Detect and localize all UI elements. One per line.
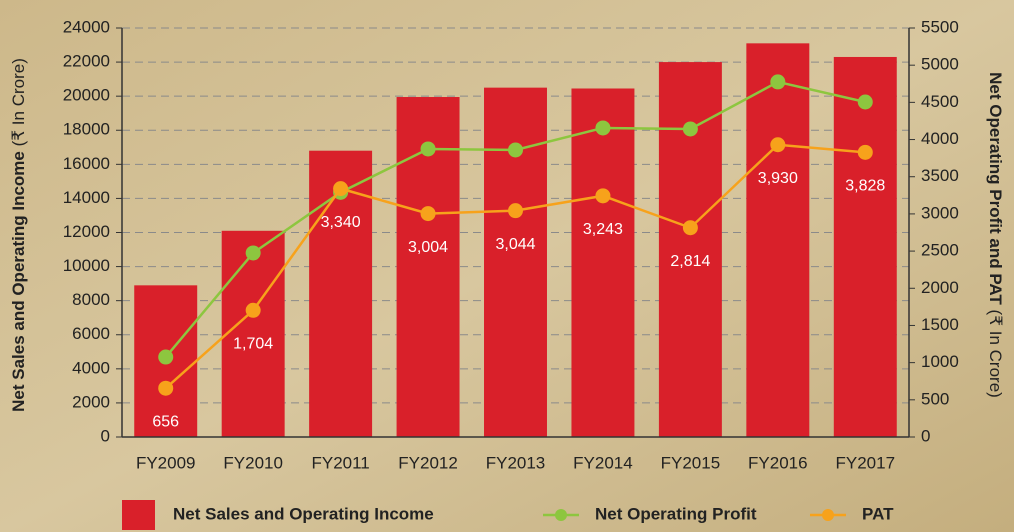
data-label: 3,243 [583, 221, 623, 238]
y2-axis-unit: (₹ In Crore) [986, 310, 1005, 398]
legend-marker [822, 509, 834, 521]
y-axis-unit: (₹ In Crore) [9, 58, 28, 146]
legend-swatch [122, 500, 155, 530]
bar [746, 43, 810, 438]
point [245, 302, 261, 318]
y2-axis-title: Net Operating Profit and PAT (₹ In Crore… [986, 72, 1005, 398]
y2-tick-label: 5500 [921, 17, 959, 36]
data-label: 656 [152, 413, 179, 430]
y2-tick-label: 2500 [921, 241, 959, 260]
y-tick-label: 24000 [63, 17, 110, 36]
y-tick-label: 12000 [63, 222, 110, 241]
point [857, 94, 873, 110]
y2-tick-label: 0 [921, 426, 930, 445]
bar [833, 56, 897, 438]
x-tick-label: FY2017 [836, 453, 896, 472]
y-tick-label: 18000 [63, 120, 110, 139]
legend-label: Net Operating Profit [595, 504, 757, 523]
y-tick-label: 10000 [63, 256, 110, 275]
point [420, 141, 436, 157]
y2-tick-label: 3000 [921, 203, 959, 222]
y-tick-label: 2000 [72, 392, 110, 411]
point [158, 380, 174, 396]
x-tick-label: FY2010 [223, 453, 283, 472]
x-tick-label: FY2016 [748, 453, 808, 472]
x-tick-label: FY2014 [573, 453, 633, 472]
y-tick-label: 0 [101, 426, 110, 445]
point [508, 142, 523, 158]
x-tick-label: FY2011 [311, 453, 369, 472]
legend-marker [555, 509, 567, 521]
data-label: 3,930 [758, 170, 798, 187]
data-label: 3,340 [321, 214, 361, 231]
y2-tick-label: 4000 [921, 129, 959, 148]
data-label: 3,044 [495, 236, 535, 253]
y2-axis-label: Net Operating Profit and PAT [986, 72, 1005, 305]
x-tick-label: FY2012 [398, 453, 458, 472]
y-axis-label: Net Sales and Operating Income [9, 151, 28, 412]
y2-tick-label: 4500 [921, 92, 959, 111]
point [682, 121, 698, 137]
point [770, 74, 786, 90]
point [770, 137, 786, 153]
point [595, 120, 611, 136]
y-tick-label: 4000 [72, 358, 110, 377]
point [508, 203, 523, 219]
point [158, 349, 174, 365]
y-tick-label: 8000 [72, 290, 110, 309]
data-label: 3,004 [408, 239, 448, 256]
point [682, 220, 698, 236]
y2-tick-label: 500 [921, 389, 949, 408]
y-tick-label: 6000 [72, 324, 110, 343]
x-tick-label: FY2009 [136, 453, 196, 472]
data-label: 2,814 [670, 253, 710, 270]
point [595, 188, 611, 204]
y2-tick-label: 3500 [921, 166, 959, 185]
point [857, 144, 873, 160]
point [245, 245, 261, 261]
legend-label: PAT [862, 504, 894, 523]
x-tick-label: FY2013 [486, 453, 546, 472]
y-tick-label: 16000 [63, 154, 110, 173]
y-tick-label: 20000 [63, 86, 110, 105]
x-tick-label: FY2015 [661, 453, 721, 472]
data-label: 1,704 [233, 336, 273, 353]
y2-tick-label: 5000 [921, 55, 959, 74]
y-tick-label: 22000 [63, 52, 110, 71]
bar [221, 230, 285, 437]
point [420, 206, 436, 222]
y-tick-label: 14000 [63, 188, 110, 207]
y-axis-title: Net Sales and Operating Income (₹ In Cro… [9, 58, 28, 412]
bar [571, 88, 635, 437]
y2-tick-label: 2000 [921, 278, 959, 297]
bar [484, 87, 547, 437]
y2-tick-label: 1000 [921, 352, 959, 371]
point [333, 181, 349, 197]
data-label: 3,828 [845, 178, 885, 195]
y2-tick-label: 1500 [921, 315, 959, 334]
legend-label: Net Sales and Operating Income [173, 504, 434, 523]
